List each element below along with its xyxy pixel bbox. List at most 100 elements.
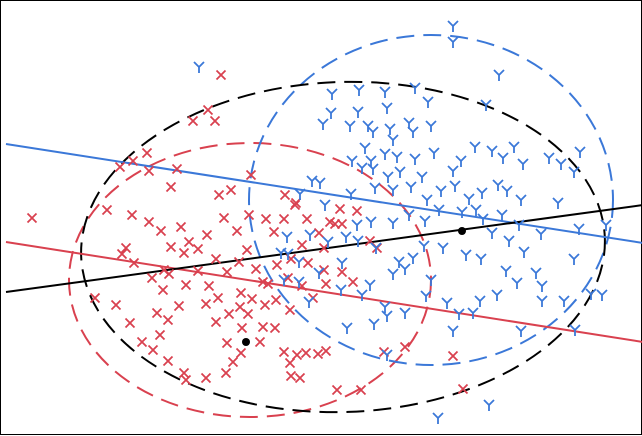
- blue-y-point: [368, 318, 380, 330]
- red-x-point: [233, 256, 245, 268]
- centroid-point-0: [242, 338, 250, 346]
- blue-y-point: [477, 213, 489, 225]
- blue-y-point: [486, 227, 498, 239]
- red-x-point: [242, 308, 254, 320]
- blue-y-point: [317, 118, 329, 130]
- blue-y-point: [407, 252, 419, 264]
- blue-y-point: [405, 181, 417, 193]
- blue-y-point: [447, 325, 459, 337]
- red-x-point: [201, 229, 213, 241]
- red-x-point: [220, 367, 232, 379]
- centroid-point-1: [458, 227, 466, 235]
- red-x-point: [124, 317, 136, 329]
- red-x-point: [246, 293, 258, 305]
- blue-y-point: [555, 158, 567, 170]
- blue-y-point: [585, 288, 597, 300]
- blue-y-point: [568, 166, 580, 178]
- blue-y-point: [367, 126, 379, 138]
- regression-line-1: [5, 241, 642, 343]
- blue-y-point: [367, 163, 379, 175]
- blue-y-point: [467, 307, 479, 319]
- blue-y-point: [496, 209, 508, 221]
- red-x-point: [89, 292, 101, 304]
- blue-y-point: [356, 162, 368, 174]
- blue-y-point: [476, 187, 488, 199]
- red-x-point: [257, 276, 269, 288]
- blue-y-point: [365, 216, 377, 228]
- red-x-point: [334, 203, 346, 215]
- red-x-point: [157, 284, 169, 296]
- blue-y-point: [384, 123, 396, 135]
- red-x-point: [183, 236, 195, 248]
- red-x-point: [282, 272, 294, 284]
- blue-y-point: [278, 274, 290, 286]
- red-x-point: [26, 212, 38, 224]
- blue-y-point: [491, 289, 503, 301]
- red-x-point: [136, 336, 148, 348]
- blue-y-point: [391, 151, 403, 163]
- red-x-point: [257, 321, 269, 333]
- blue-y-point: [437, 242, 449, 254]
- blue-y-point: [403, 209, 415, 221]
- red-x-point: [250, 263, 262, 275]
- blue-y-point: [313, 267, 325, 279]
- red-x-point: [178, 247, 190, 259]
- blue-y-point: [518, 246, 530, 258]
- red-x-point: [221, 266, 233, 278]
- red-x-point: [320, 345, 332, 357]
- red-x-point: [215, 69, 227, 81]
- red-x-point: [259, 299, 271, 311]
- blue-y-point: [503, 235, 515, 247]
- blue-y-point: [387, 184, 399, 196]
- red-x-point: [173, 300, 185, 312]
- blue-y-point: [421, 194, 433, 206]
- red-x-point: [347, 276, 359, 288]
- blue-y-point: [364, 279, 376, 291]
- red-x-point: [151, 307, 163, 319]
- blue-y-point: [282, 248, 294, 260]
- red-x-point: [284, 304, 296, 316]
- blue-y-point: [569, 324, 581, 336]
- red-x-point: [180, 279, 192, 291]
- red-x-point: [155, 225, 167, 237]
- red-x-point: [116, 248, 128, 260]
- blue-y-point: [379, 86, 391, 98]
- confidence-ellipse-1: [248, 34, 614, 366]
- blue-y-point: [535, 228, 547, 240]
- blue-y-point: [536, 295, 548, 307]
- red-x-point: [175, 221, 187, 233]
- blue-y-point: [359, 142, 371, 154]
- blue-y-point: [508, 141, 520, 153]
- blue-y-point: [193, 61, 205, 73]
- blue-y-point: [552, 197, 564, 209]
- red-x-point: [209, 115, 221, 127]
- red-x-point: [212, 292, 224, 304]
- red-x-point: [200, 298, 212, 310]
- blue-y-point: [515, 194, 527, 206]
- red-x-point: [235, 347, 247, 359]
- red-x-point: [245, 169, 257, 181]
- red-x-point: [165, 181, 177, 193]
- red-x-point: [101, 204, 113, 216]
- blue-y-point: [447, 36, 459, 48]
- red-x-point: [127, 155, 139, 167]
- blue-y-point: [453, 308, 465, 320]
- blue-y-point: [425, 274, 437, 286]
- blue-y-point: [500, 265, 512, 277]
- blue-y-point: [463, 193, 475, 205]
- blue-y-point: [568, 253, 580, 265]
- blue-y-point: [365, 155, 377, 167]
- blue-y-point: [319, 199, 331, 211]
- red-x-point: [202, 104, 214, 116]
- red-x-point: [187, 115, 199, 127]
- red-x-point: [260, 213, 272, 225]
- red-x-point: [300, 347, 312, 359]
- regression-lines-layer: [5, 143, 642, 343]
- blue-y-point: [281, 231, 293, 243]
- red-x-point: [210, 253, 222, 265]
- blue-y-point: [370, 242, 382, 254]
- blue-y-point: [418, 240, 430, 252]
- red-x-point: [320, 278, 332, 290]
